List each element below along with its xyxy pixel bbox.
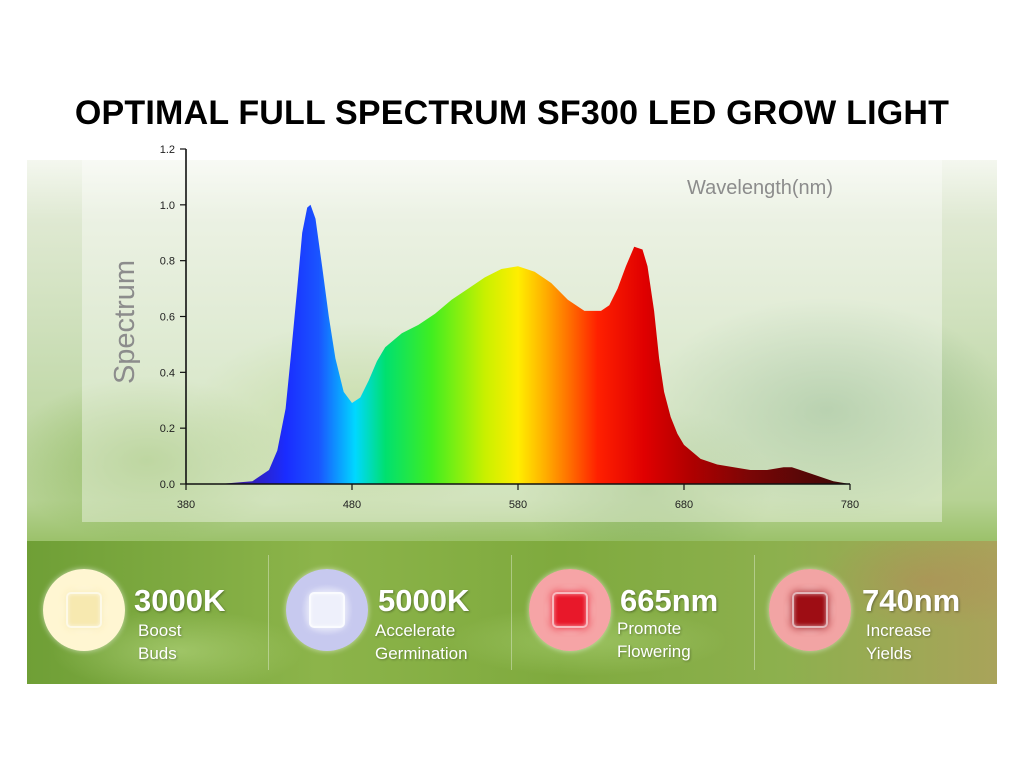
feature-desc-line1: Boost bbox=[138, 621, 182, 640]
feature-value: 3000K bbox=[134, 583, 226, 618]
x-axis-label: Wavelength(nm) bbox=[687, 177, 833, 199]
y-tick-label: 1.0 bbox=[160, 200, 175, 212]
feature-divider bbox=[268, 555, 269, 670]
feature-value: 665nm bbox=[620, 583, 719, 618]
x-tick-label: 380 bbox=[177, 499, 195, 511]
feature-desc-line2: Yields bbox=[866, 644, 912, 663]
feature-divider bbox=[511, 555, 512, 670]
feature-desc-line2: Buds bbox=[138, 644, 177, 663]
y-tick-label: 0.0 bbox=[160, 479, 175, 491]
x-tick-label: 480 bbox=[343, 499, 361, 511]
y-tick-label: 0.2 bbox=[160, 423, 175, 435]
feature-divider bbox=[754, 555, 755, 670]
features-band: 3000K Boost Buds 5000K Accelerate Germin… bbox=[27, 541, 997, 684]
feature-desc-line1: Accelerate bbox=[375, 621, 456, 640]
warm-light-chip-icon bbox=[43, 569, 125, 651]
feature-desc-line1: Increase bbox=[866, 621, 932, 640]
far-red-light-chip-icon bbox=[769, 569, 851, 651]
feature-value: 5000K bbox=[378, 583, 470, 618]
spectrum-chart: 0.0 0.2 0.4 0.6 0.8 1.0 1.2 380 480 580 680 780 Wav… bbox=[109, 144, 859, 511]
y-tick-label: 0.8 bbox=[160, 256, 175, 268]
spectrum-area bbox=[186, 204, 850, 485]
feature-desc-line1: Promote bbox=[617, 619, 682, 638]
y-tick-label: 1.2 bbox=[160, 144, 175, 156]
x-tick-label: 780 bbox=[841, 499, 859, 511]
y-axis-label: Spectrum bbox=[109, 260, 141, 384]
page-title: OPTIMAL FULL SPECTRUM SF300 LED GROW LIG… bbox=[74, 94, 950, 132]
cool-light-chip-icon bbox=[286, 569, 368, 651]
feature-desc-line2: Germination bbox=[375, 644, 468, 663]
y-tick-label: 0.4 bbox=[160, 367, 175, 379]
x-tick-label: 580 bbox=[509, 499, 527, 511]
y-tick-label: 0.6 bbox=[160, 312, 175, 324]
red-light-chip-icon bbox=[529, 569, 611, 651]
feature-value: 740nm bbox=[862, 583, 961, 618]
x-tick-label: 680 bbox=[675, 499, 693, 511]
feature-desc-line2: Flowering bbox=[617, 642, 691, 661]
